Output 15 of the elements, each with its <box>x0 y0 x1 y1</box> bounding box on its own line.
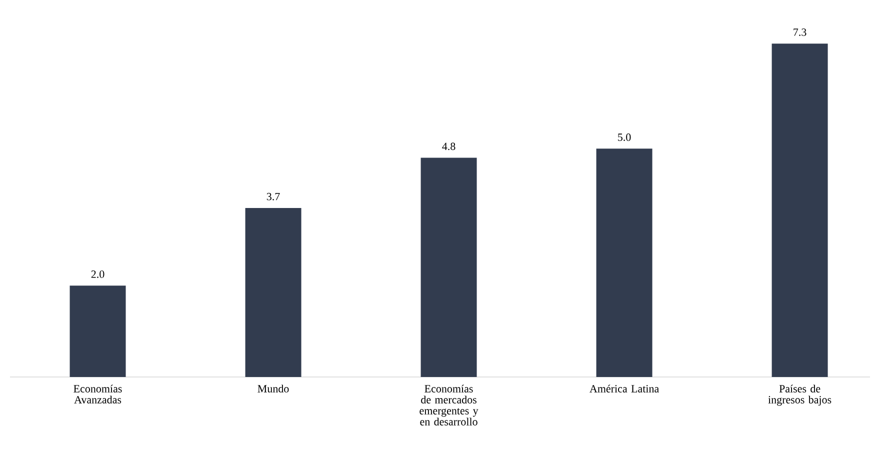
data-label: 7.3 <box>794 28 806 36</box>
x-tick-label: Mundo <box>258 384 289 392</box>
bar <box>245 208 302 377</box>
bar <box>596 148 652 377</box>
bar <box>420 158 477 377</box>
data-label: 2.0 <box>91 270 104 278</box>
data-label: 4.8 <box>442 142 456 150</box>
x-tick-label: Países de ingresos bajos <box>768 384 832 406</box>
data-label: 3.7 <box>266 192 280 200</box>
bar <box>772 44 828 377</box>
x-tick-label: América Latina <box>590 384 659 392</box>
bar <box>70 286 126 377</box>
data-label: 5.0 <box>618 134 631 141</box>
x-tick-label: Economías de mercados emergentes y en desarrollo <box>420 384 478 426</box>
x-tick-label: Economías Avanzadas <box>74 384 122 404</box>
